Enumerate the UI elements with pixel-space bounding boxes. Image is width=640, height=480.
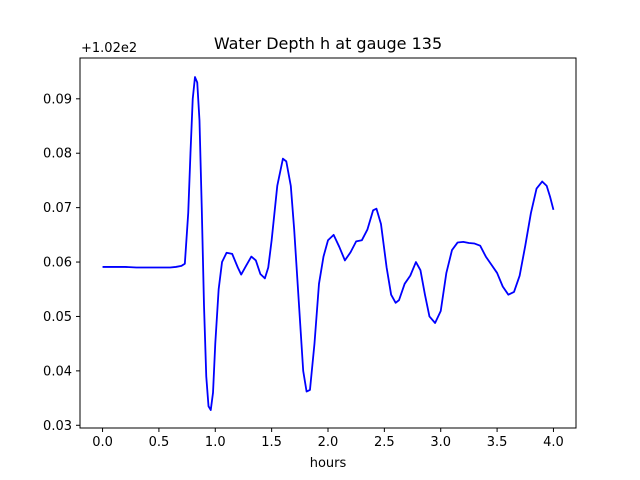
x-tick-label: 3.0 — [430, 435, 451, 450]
plot-area — [102, 76, 555, 411]
y-tick-label: 0.08 — [43, 147, 72, 162]
x-axis-label: hours — [310, 456, 347, 471]
x-tick-label: 1.5 — [261, 435, 282, 450]
y-tick-label: 0.06 — [43, 256, 72, 271]
y-tick-label: 0.03 — [43, 419, 72, 434]
x-tick-label: 0.5 — [149, 435, 170, 450]
y-tick-label: 0.04 — [43, 364, 72, 379]
y-tick-label: 0.05 — [43, 310, 72, 325]
y-axis-offset-text: +1.02e2 — [81, 41, 137, 56]
x-tick-label: 2.5 — [374, 435, 395, 450]
x-tick-label: 4.0 — [543, 435, 564, 450]
y-tick-label: 0.07 — [43, 201, 72, 216]
x-tick-label: 3.5 — [487, 435, 508, 450]
x-tick-label: 2.0 — [318, 435, 339, 450]
x-tick-label: 1.0 — [205, 435, 226, 450]
x-axis-ticks: 0.0 0.5 1.0 1.5 2.0 2.5 3.0 3.5 4.0 — [92, 428, 564, 450]
y-tick-label: 0.09 — [43, 92, 72, 107]
x-tick-label: 0.0 — [92, 435, 113, 450]
y-axis-ticks: 0.03 0.04 0.05 0.06 0.07 0.08 0.09 — [43, 92, 80, 434]
series-line-0 — [102, 76, 555, 411]
chart-title: Water Depth h at gauge 135 — [214, 34, 442, 53]
